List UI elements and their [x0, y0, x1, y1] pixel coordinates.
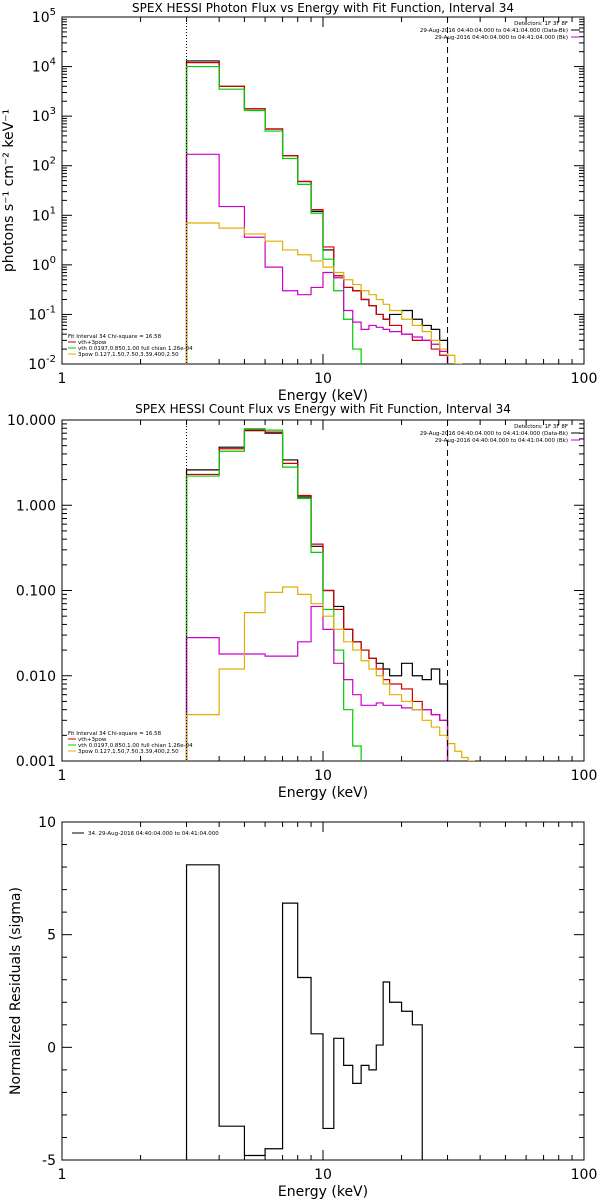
legend-entry: vth 0.0197,0.850,1.00 full chian 1.26e-0… — [78, 743, 193, 749]
plot-frame — [61, 16, 585, 365]
x-axis-label: Energy (keV) — [278, 388, 368, 404]
y-tick-label: 10-2 — [28, 354, 56, 373]
y-tick-label: 103 — [32, 106, 56, 125]
series-line-5 — [185, 222, 469, 364]
series-line-4 — [185, 153, 449, 364]
y-tick-label: 104 — [32, 57, 56, 76]
chart-title: SPEX HESSI Count Flux vs Energy with Fit… — [135, 402, 511, 416]
x-tick-label: 10 — [314, 1167, 332, 1183]
chart-title: SPEX HESSI Photon Flux vs Energy with Fi… — [132, 1, 514, 15]
y-tick-label: 0.100 — [16, 584, 56, 600]
series-group — [185, 864, 423, 1160]
legend-entry: 29-Aug-2016 04:40:04.000 to 04:41:04.000… — [435, 438, 568, 444]
y-tick-label: -5 — [42, 1153, 56, 1169]
chart-panel-1: SPEX HESSI Photon Flux vs Energy with Fi… — [1, 1, 597, 404]
legend-entry: 29-Aug-2016 04:40:04.000 to 04:41:04.000… — [420, 28, 568, 34]
legend-entry: Fit Interval 34 Chi-square = 16.58 — [68, 334, 162, 340]
series-line-1 — [185, 864, 423, 1160]
x-tick-label: 1 — [58, 371, 67, 387]
legend-entry: Fit Interval 34 Chi-square = 16.58 — [68, 731, 162, 737]
x-tick-label: 100 — [571, 768, 598, 784]
legend-entry: vth+3pow — [78, 737, 107, 743]
x-tick-label: 1 — [58, 1167, 67, 1183]
y-tick-label: 10 — [38, 815, 56, 831]
chart-panel-2: SPEX HESSI Count Flux vs Energy with Fit… — [7, 402, 597, 801]
series-line-5 — [185, 586, 481, 761]
x-axis-label: Energy (keV) — [278, 1184, 368, 1200]
y-tick-label: 10.000 — [7, 413, 56, 429]
y-tick-label: 0.001 — [16, 754, 56, 770]
series-line-3 — [185, 428, 362, 761]
y-tick-label: 5 — [47, 928, 56, 944]
legend-entry: Detectors: 1F 3F 8F — [514, 424, 568, 430]
y-tick-label: 0.010 — [16, 669, 56, 685]
x-tick-label: 100 — [571, 1167, 598, 1183]
series-line-4 — [185, 605, 449, 761]
y-tick-label: 105 — [32, 7, 56, 26]
y-tick-label: 10-1 — [28, 304, 56, 323]
x-tick-label: 10 — [314, 768, 332, 784]
legend-entry: Detectors: 1F 3F 8F — [514, 21, 568, 27]
y-tick-label: 0 — [47, 1040, 56, 1056]
series-group — [185, 428, 481, 761]
legend-entry: 34. 29-Aug-2016 04:40:04.000 to 04:41:04… — [88, 831, 219, 837]
series-line-3 — [185, 65, 362, 364]
y-tick-label: 101 — [32, 205, 56, 224]
x-tick-label: 100 — [571, 371, 598, 387]
series-group — [185, 60, 469, 364]
legend-entry: 3pow 0.127,1.50,7.50,3.39,400,2.50 — [78, 352, 179, 358]
legend-entry: 29-Aug-2016 04:40:04.000 to 04:41:04.000… — [435, 35, 568, 41]
y-tick-label: 100 — [32, 255, 56, 274]
series-line-1 — [185, 60, 449, 364]
series-line-1 — [185, 430, 449, 761]
y-tick-label: 102 — [32, 156, 56, 175]
legend-entry: 3pow 0.127,1.50,7.50,3.39,400,2.50 — [78, 749, 179, 755]
y-axis-label: Normalized Residuals (sigma) — [8, 887, 24, 1095]
x-tick-label: 10 — [314, 371, 332, 387]
y-tick-label: 1.000 — [16, 498, 56, 514]
x-axis-label: Energy (keV) — [278, 785, 368, 801]
x-tick-label: 1 — [58, 768, 67, 784]
y-axis-label: photons s⁻¹ cm⁻² keV⁻¹ — [1, 109, 17, 272]
legend-entry: vth 0.0197,0.850,1.00 full chian 1.26e-0… — [78, 346, 193, 352]
series-line-2 — [185, 429, 449, 761]
legend-entry: 29-Aug-2016 04:40:04.000 to 04:41:04.000… — [420, 431, 568, 437]
legend-entry: vth+3pow — [78, 340, 107, 346]
